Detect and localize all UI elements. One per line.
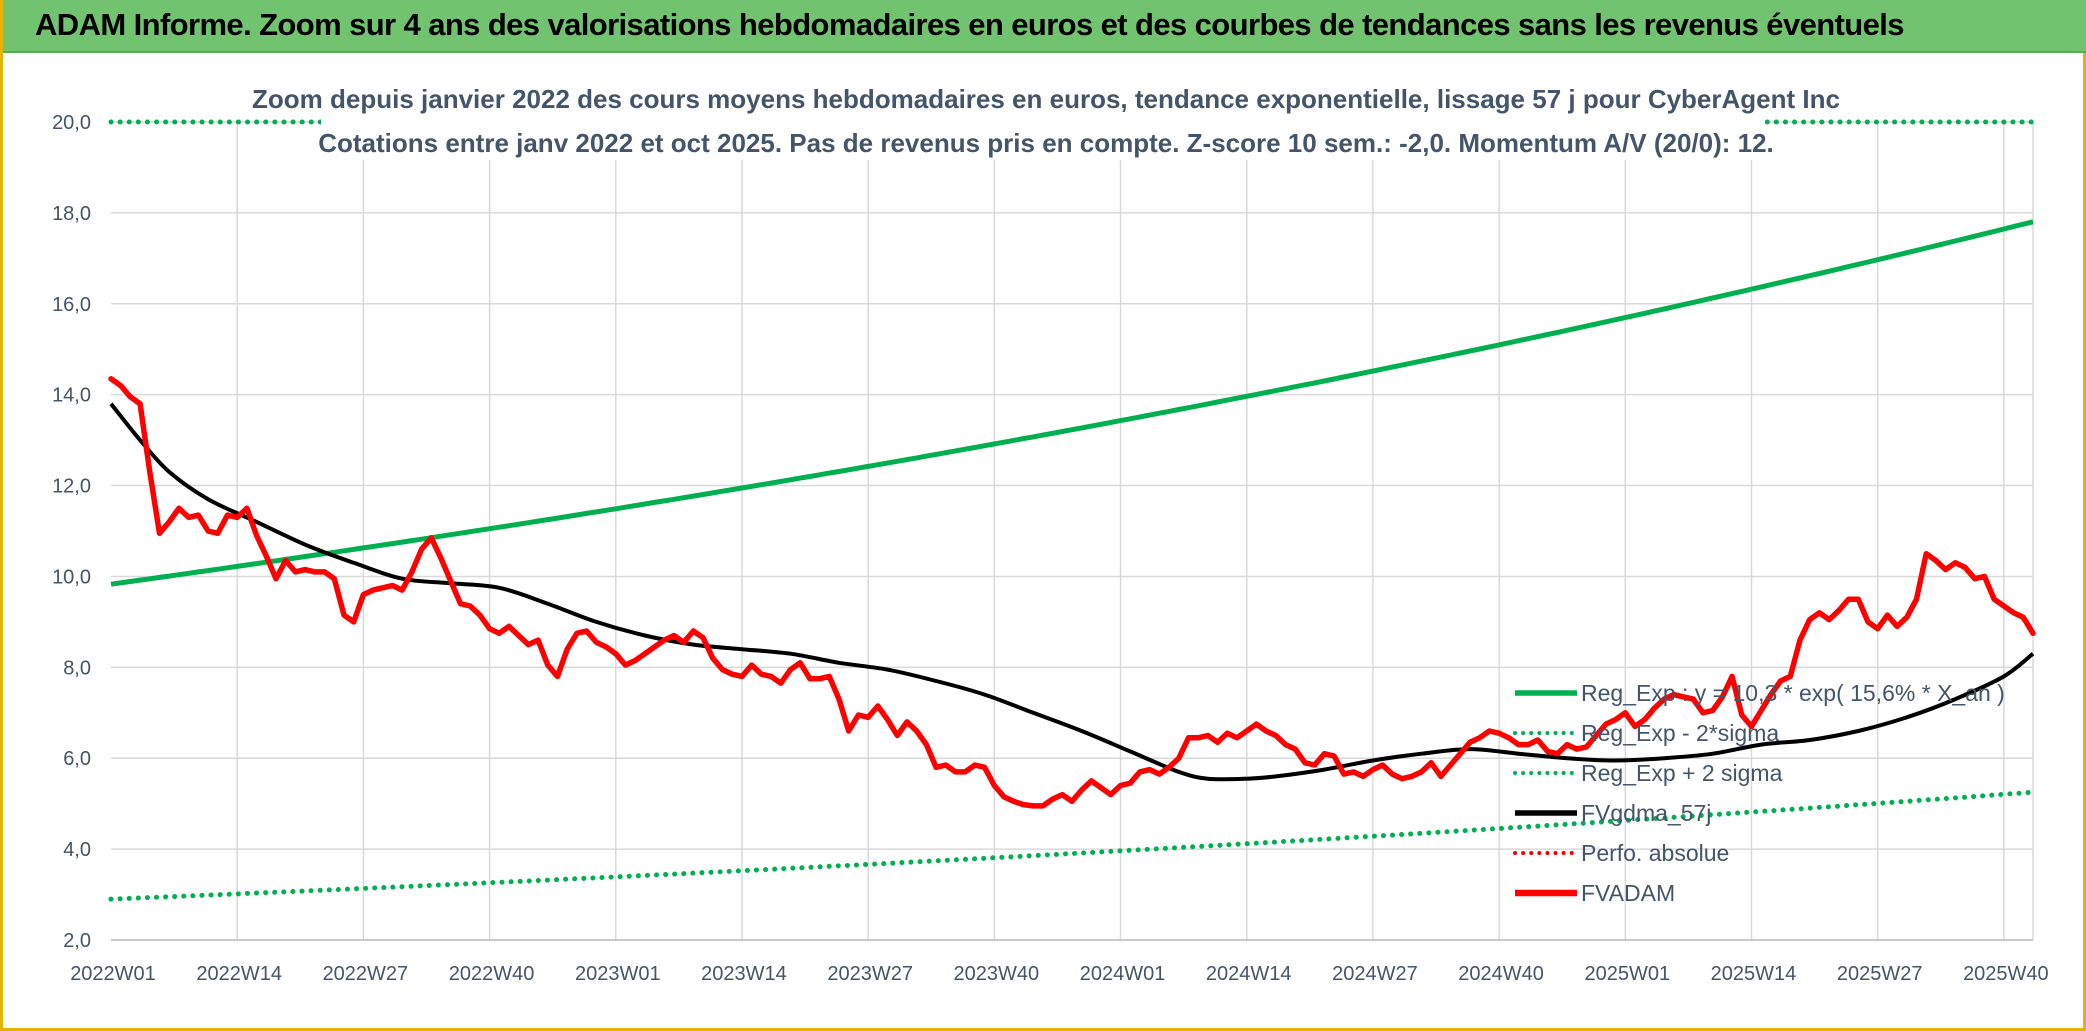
x-tick-label: 2025W27: [1837, 963, 1923, 985]
series-fvadam: [108, 376, 2036, 809]
legend-label: Reg_Exp : y = 10,3 * exp( 15,6% * X_an ): [1581, 680, 2005, 706]
x-tick-label: 2025W40: [1963, 963, 2049, 985]
legend-label: Reg_Exp + 2 sigma: [1581, 760, 1783, 786]
legend-label: Reg_Exp - 2*sigma: [1581, 720, 1779, 746]
chart-legend: Reg_Exp : y = 10,3 * exp( 15,6% * X_an )…: [1513, 680, 2005, 906]
report-title: ADAM Informe. Zoom sur 4 ans des valoris…: [35, 7, 1905, 42]
line-chart: 2,0 4,0 6,0 8,0 10,0 12,0 14,0 16,0 18,0 20,0 202…: [52, 80, 2049, 985]
x-tick-label: 2022W27: [323, 963, 409, 985]
y-tick-label: 4,0: [63, 839, 91, 861]
y-tick-label: 2,0: [63, 930, 91, 952]
x-tick-label: 2022W14: [196, 963, 282, 985]
legend-label: Perfo. absolue: [1581, 840, 1729, 866]
series-lower-band: [108, 789, 2036, 902]
x-tick-label: 2024W14: [1206, 963, 1292, 985]
x-tick-label: 2022W01: [70, 963, 156, 985]
y-tick-label: 16,0: [52, 294, 91, 316]
grid: [111, 121, 2034, 941]
x-tick-label: 2024W27: [1332, 963, 1418, 985]
x-tick-label: 2022W40: [449, 963, 535, 985]
x-tick-label: 2023W14: [701, 963, 787, 985]
x-tick-label: 2025W01: [1584, 963, 1670, 985]
x-tick-label: 2023W40: [954, 963, 1040, 985]
legend-label: FVADAM: [1581, 880, 1675, 906]
x-tick-label: 2023W27: [827, 963, 913, 985]
y-tick-label: 18,0: [52, 203, 91, 225]
report-banner: ADAM Informe. Zoom sur 4 ans des valoris…: [3, 0, 2086, 53]
chart-subtitle-line1: Zoom depuis janvier 2022 des cours moyen…: [252, 84, 1840, 114]
x-axis-ticks: 2022W01 2022W14 2022W27 2022W40 2023W01 2023W…: [70, 963, 2049, 985]
y-tick-label: 8,0: [63, 657, 91, 679]
subtitle-backing: [321, 80, 1765, 160]
series-fvgdma: [109, 402, 2035, 782]
y-tick-label: 6,0: [63, 748, 91, 770]
y-tick-label: 12,0: [52, 476, 91, 498]
x-tick-label: 2024W01: [1080, 963, 1166, 985]
y-tick-label: 10,0: [52, 566, 91, 588]
x-tick-label: 2024W40: [1458, 963, 1544, 985]
legend-label: FVgdma_57j: [1581, 800, 1711, 826]
y-tick-label: 20,0: [52, 112, 91, 134]
y-axis-ticks: 2,0 4,0 6,0 8,0 10,0 12,0 14,0 16,0 18,0 20,0: [52, 112, 91, 952]
x-tick-label: 2023W01: [575, 963, 661, 985]
series-regression: [110, 219, 2034, 587]
x-tick-label: 2025W14: [1711, 963, 1797, 985]
y-tick-label: 14,0: [52, 385, 91, 407]
chart-subtitle-line2: Cotations entre janv 2022 et oct 2025. P…: [318, 128, 1774, 158]
